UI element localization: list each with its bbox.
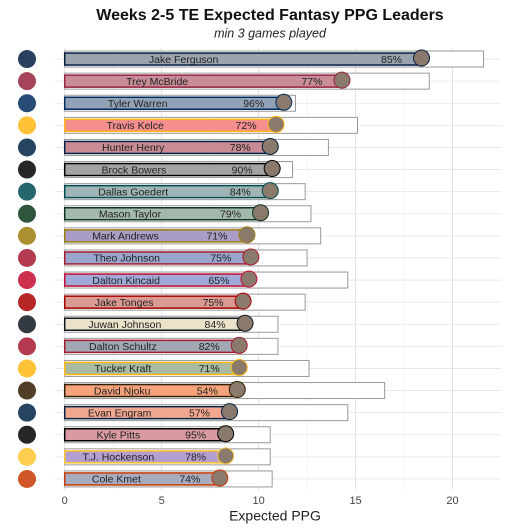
value-label: 85%	[381, 54, 402, 66]
headshot	[412, 49, 430, 67]
headshot	[242, 248, 260, 266]
team-logo	[18, 381, 36, 400]
headshot	[230, 358, 248, 376]
value-label: 72%	[236, 120, 257, 132]
actual-bar	[63, 74, 343, 88]
chart-title: Weeks 2-5 TE Expected Fantasy PPG Leader…	[96, 7, 444, 24]
team-logo	[18, 337, 36, 356]
value-label: 78%	[230, 142, 251, 154]
headshot	[211, 469, 229, 487]
value-label: 82%	[199, 341, 220, 353]
headshot	[333, 71, 351, 89]
player-name: Dalton Kincaid	[92, 275, 160, 287]
player-name: Mark Andrews	[92, 231, 159, 243]
team-logo	[18, 72, 36, 91]
headshot	[263, 160, 281, 178]
team-logo	[18, 226, 36, 245]
team-logo	[18, 425, 36, 444]
headshot	[261, 137, 279, 155]
value-label: 54%	[197, 385, 218, 397]
team-logo	[18, 160, 36, 179]
x-tick-label: 5	[159, 495, 165, 507]
value-label: 84%	[230, 186, 251, 198]
value-label: 75%	[210, 253, 231, 265]
team-logo	[18, 204, 36, 223]
player-name: Evan Engram	[88, 407, 152, 419]
player-name: Jake Ferguson	[149, 54, 219, 66]
team-logo	[18, 469, 36, 488]
headshot	[267, 115, 285, 133]
value-label: 95%	[185, 430, 206, 442]
team-logo	[18, 50, 36, 69]
x-tick-label: 10	[252, 495, 264, 507]
player-name: Jake Tonges	[95, 297, 154, 309]
headshot	[275, 93, 293, 111]
headshot	[234, 292, 252, 310]
team-logo	[18, 447, 36, 466]
team-logo	[18, 271, 36, 290]
team-logo	[18, 403, 36, 422]
headshot	[228, 381, 246, 399]
value-label: 96%	[243, 98, 264, 110]
headshot	[217, 447, 235, 465]
x-axis-title: Expected PPG	[229, 508, 321, 524]
team-logo	[18, 94, 36, 113]
headshot	[261, 182, 279, 200]
team-logo	[18, 138, 36, 157]
player-name: Mason Taylor	[99, 209, 162, 221]
value-label: 78%	[185, 452, 206, 464]
player-name: Tyler Warren	[108, 98, 168, 110]
headshot	[236, 314, 254, 332]
x-tick-label: 20	[446, 495, 458, 507]
player-name: Theo Johnson	[93, 253, 160, 265]
headshot	[240, 270, 258, 288]
team-logo	[18, 182, 36, 201]
value-label: 84%	[205, 319, 226, 331]
value-label: 71%	[199, 363, 220, 375]
team-logo	[18, 315, 36, 334]
x-tick-label: 15	[349, 495, 361, 507]
value-label: 90%	[232, 164, 253, 176]
value-label: 75%	[203, 297, 224, 309]
player-name: Dallas Goedert	[98, 186, 168, 198]
team-logo	[18, 248, 36, 267]
value-label: 77%	[301, 76, 322, 88]
headshot	[238, 226, 256, 244]
team-logo	[18, 116, 36, 135]
value-label: 71%	[206, 231, 227, 243]
player-name: Dalton Schultz	[89, 341, 157, 353]
value-label: 74%	[179, 474, 200, 486]
team-logo	[18, 359, 36, 378]
player-name: Brock Bowers	[101, 164, 166, 176]
player-name: Hunter Henry	[102, 142, 165, 154]
team-logo	[18, 293, 36, 312]
headshot	[252, 204, 270, 222]
headshot	[230, 336, 248, 354]
x-tick-label: 0	[62, 495, 68, 507]
player-name: Juwan Johnson	[88, 319, 161, 331]
headshot	[221, 403, 239, 421]
value-label: 65%	[208, 275, 229, 287]
value-label: 79%	[220, 209, 241, 221]
actual-bar	[63, 52, 423, 66]
player-name: Cole Kmet	[92, 474, 141, 486]
player-name: Travis Kelce	[106, 120, 164, 132]
headshot	[217, 425, 235, 443]
chart-subtitle: min 3 games played	[214, 26, 327, 40]
player-name: Tucker Kraft	[94, 363, 151, 375]
player-name: David Njoku	[94, 385, 151, 397]
player-name: Trey McBride	[126, 76, 188, 88]
player-name: T.J. Hockenson	[82, 452, 154, 464]
player-name: Kyle Pitts	[96, 430, 140, 442]
value-label: 57%	[189, 407, 210, 419]
